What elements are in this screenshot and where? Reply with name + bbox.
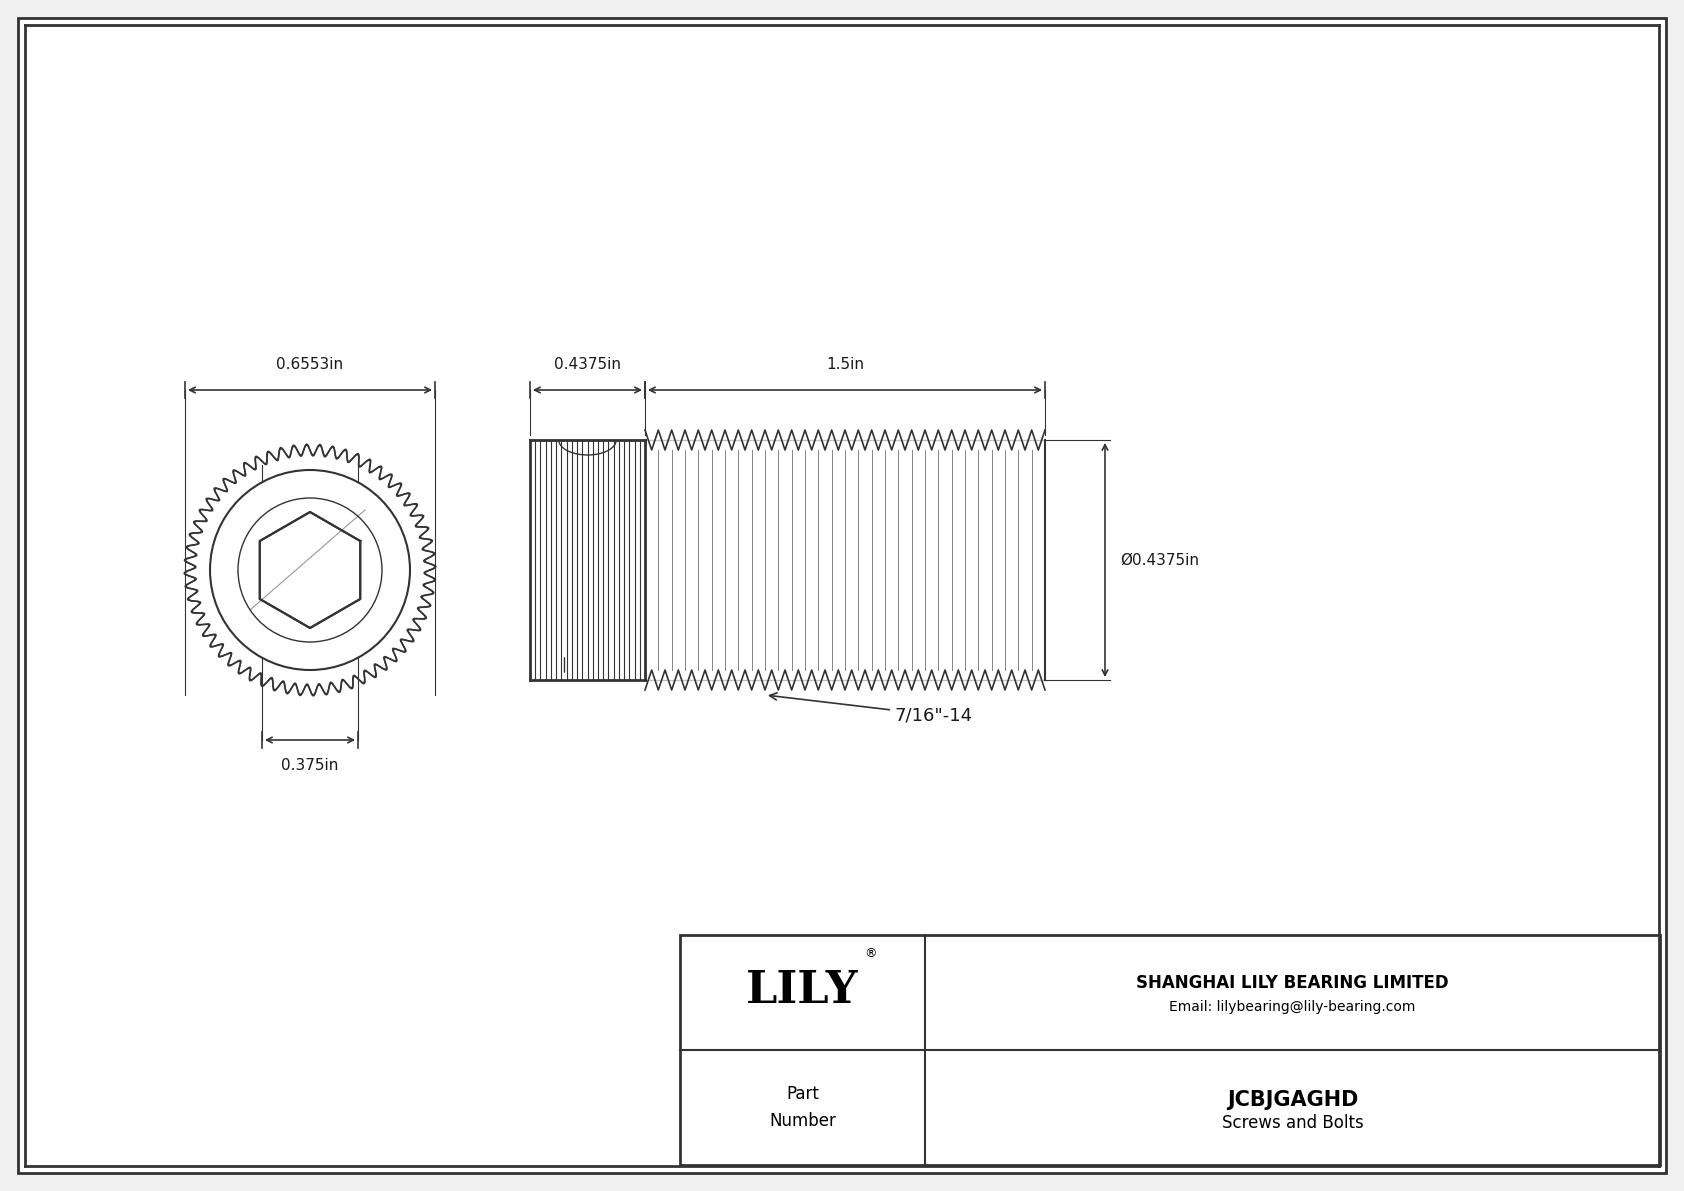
Text: 0.4375in: 0.4375in xyxy=(554,357,621,372)
Text: JCBJGAGHD: JCBJGAGHD xyxy=(1228,1090,1359,1110)
Text: Ø0.4375in: Ø0.4375in xyxy=(1120,553,1199,567)
Text: Screws and Bolts: Screws and Bolts xyxy=(1221,1114,1364,1131)
Polygon shape xyxy=(184,444,436,696)
Text: 7/16"-14: 7/16"-14 xyxy=(770,693,973,724)
Text: LILY: LILY xyxy=(746,969,859,1012)
Text: SHANGHAI LILY BEARING LIMITED: SHANGHAI LILY BEARING LIMITED xyxy=(1137,973,1448,991)
Bar xyxy=(530,439,645,680)
Polygon shape xyxy=(185,445,434,694)
Text: 0.375in: 0.375in xyxy=(281,757,338,773)
Bar xyxy=(680,935,1660,1165)
Circle shape xyxy=(210,470,409,671)
FancyBboxPatch shape xyxy=(19,18,1665,1173)
Text: 1.5in: 1.5in xyxy=(825,357,864,372)
Text: 0.6553in: 0.6553in xyxy=(276,357,344,372)
Text: ®: ® xyxy=(864,947,876,960)
Polygon shape xyxy=(259,512,360,628)
Bar xyxy=(645,439,1046,680)
Text: Part
Number: Part Number xyxy=(770,1085,835,1130)
Text: Email: lilybearing@lily-bearing.com: Email: lilybearing@lily-bearing.com xyxy=(1169,1000,1416,1015)
